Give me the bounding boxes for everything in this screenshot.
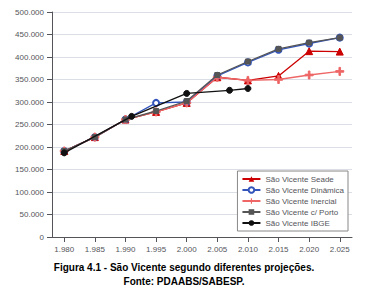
svg-text:400.000: 400.000 xyxy=(15,53,44,62)
svg-text:2.005: 2.005 xyxy=(207,245,228,254)
svg-text:350.000: 350.000 xyxy=(15,75,44,84)
svg-text:0: 0 xyxy=(40,233,45,242)
svg-text:500.000: 500.000 xyxy=(15,8,44,17)
svg-text:2.000: 2.000 xyxy=(177,245,198,254)
svg-text:Fonte: PDAABS/SABESP.: Fonte: PDAABS/SABESP. xyxy=(124,276,245,287)
svg-text:2.015: 2.015 xyxy=(269,245,290,254)
svg-text:2.020: 2.020 xyxy=(299,245,320,254)
svg-text:São Vicente c/ Porto: São Vicente c/ Porto xyxy=(265,208,338,217)
svg-text:300.000: 300.000 xyxy=(15,98,44,107)
svg-text:São Vicente IBGE: São Vicente IBGE xyxy=(265,219,329,228)
svg-text:450.000: 450.000 xyxy=(15,30,44,39)
svg-text:1.990: 1.990 xyxy=(115,245,136,254)
svg-text:50.000: 50.000 xyxy=(20,210,45,219)
svg-text:2.010: 2.010 xyxy=(238,245,259,254)
svg-text:Figura 4.1 - São Vicente segun: Figura 4.1 - São Vicente segundo diferen… xyxy=(54,262,315,273)
svg-text:1.995: 1.995 xyxy=(146,245,167,254)
svg-text:1.985: 1.985 xyxy=(85,245,106,254)
svg-text:200.000: 200.000 xyxy=(15,143,44,152)
svg-text:São Vicente Dinâmica: São Vicente Dinâmica xyxy=(265,186,344,195)
svg-text:250.000: 250.000 xyxy=(15,120,44,129)
svg-text:100.000: 100.000 xyxy=(15,188,44,197)
svg-text:2.025: 2.025 xyxy=(330,245,351,254)
svg-text:1.980: 1.980 xyxy=(54,245,75,254)
svg-text:São Vicente Inercial: São Vicente Inercial xyxy=(265,197,336,206)
svg-text:São Vicente Seade: São Vicente Seade xyxy=(265,175,334,184)
svg-text:150.000: 150.000 xyxy=(15,165,44,174)
